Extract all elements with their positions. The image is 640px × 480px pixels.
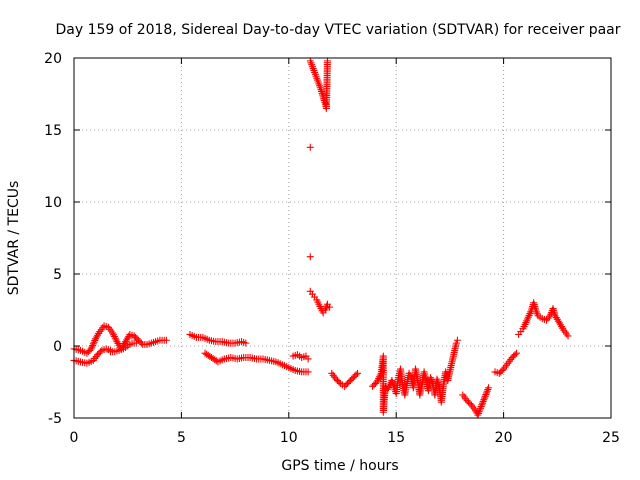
x-tick-label: 0 bbox=[70, 430, 79, 446]
data-point bbox=[483, 387, 491, 395]
data-point bbox=[354, 369, 362, 377]
data-point bbox=[481, 394, 489, 402]
data-point bbox=[453, 336, 461, 344]
y-tick-label: 5 bbox=[53, 267, 62, 283]
chart-title: Day 159 of 2018, Sidereal Day-to-day VTE… bbox=[55, 22, 620, 38]
data-point bbox=[132, 339, 140, 347]
data-point bbox=[482, 391, 490, 399]
data-point bbox=[326, 303, 334, 311]
data-point bbox=[479, 397, 487, 405]
data-point bbox=[89, 340, 97, 348]
data-point bbox=[109, 329, 117, 337]
x-tick-label: 25 bbox=[602, 430, 620, 446]
data-point bbox=[484, 385, 492, 393]
data-point bbox=[375, 373, 383, 381]
data-point bbox=[96, 348, 104, 356]
data-point bbox=[512, 349, 520, 357]
data-point bbox=[162, 336, 170, 344]
data-point bbox=[481, 392, 489, 400]
data-points bbox=[70, 57, 572, 419]
data-point bbox=[323, 57, 331, 65]
data-point bbox=[384, 385, 392, 393]
data-point bbox=[110, 332, 118, 340]
y-axis-label: SDTVAR / TECUs bbox=[6, 181, 22, 296]
data-point bbox=[375, 375, 383, 383]
data-point bbox=[475, 408, 483, 416]
data-point bbox=[89, 342, 97, 350]
data-point bbox=[90, 338, 98, 346]
data-point bbox=[474, 411, 482, 419]
data-point bbox=[477, 403, 485, 411]
data-point bbox=[564, 332, 572, 340]
y-tick-label: 20 bbox=[44, 51, 62, 67]
data-point bbox=[374, 376, 382, 384]
x-tick-label: 20 bbox=[495, 430, 513, 446]
y-tick-label: -5 bbox=[48, 411, 62, 427]
data-point bbox=[112, 336, 120, 344]
data-point bbox=[352, 371, 360, 379]
data-point bbox=[242, 339, 250, 347]
data-point bbox=[373, 378, 381, 386]
data-point bbox=[478, 401, 486, 409]
data-point bbox=[483, 389, 491, 397]
data-point bbox=[384, 383, 392, 391]
data-point bbox=[306, 143, 314, 151]
x-tick-label: 5 bbox=[177, 430, 186, 446]
data-point bbox=[304, 355, 312, 363]
data-point bbox=[110, 331, 118, 339]
x-axis-label: GPS time / hours bbox=[281, 458, 398, 474]
data-point bbox=[480, 396, 488, 404]
x-tick-labels: 0 5 10 15 20 25 bbox=[70, 430, 620, 446]
x-tick-label: 15 bbox=[387, 430, 405, 446]
data-point bbox=[335, 378, 343, 386]
y-tick-labels: -5 0 5 10 15 20 bbox=[44, 51, 62, 427]
data-point bbox=[485, 384, 493, 392]
data-point bbox=[477, 404, 485, 412]
axis-ticks bbox=[73, 57, 612, 419]
y-tick-label: 15 bbox=[44, 123, 62, 139]
grid-lines bbox=[74, 58, 611, 418]
y-tick-label: 10 bbox=[44, 195, 62, 211]
data-point bbox=[111, 334, 119, 342]
data-point bbox=[306, 253, 314, 261]
x-tick-label: 10 bbox=[280, 430, 298, 446]
data-point bbox=[474, 409, 482, 417]
plot-frame bbox=[73, 57, 612, 419]
data-point bbox=[511, 351, 519, 359]
data-point bbox=[304, 368, 312, 376]
y-tick-label: 0 bbox=[53, 339, 62, 355]
data-point bbox=[476, 406, 484, 414]
data-point bbox=[88, 343, 96, 351]
data-point bbox=[479, 399, 487, 407]
data-point bbox=[87, 345, 95, 353]
